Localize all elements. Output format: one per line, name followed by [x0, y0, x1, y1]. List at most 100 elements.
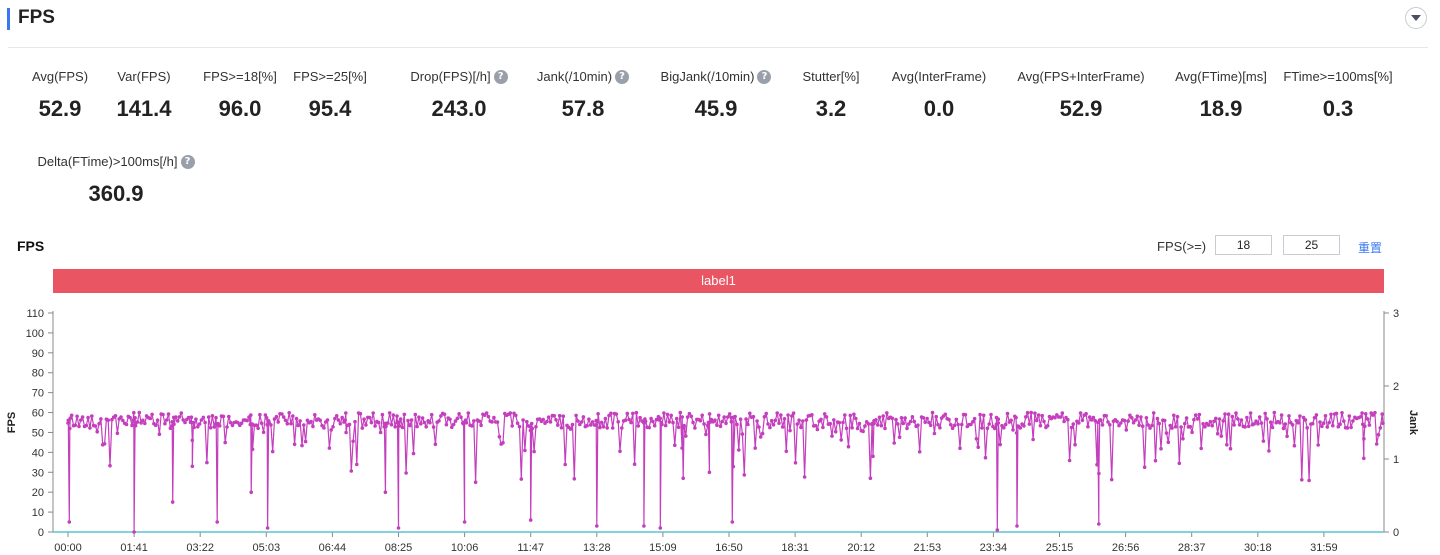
- fps-point: [665, 412, 670, 417]
- fps-point: [923, 420, 927, 424]
- fps-point: [1045, 424, 1050, 428]
- fps-point: [775, 411, 779, 415]
- fps-point: [141, 418, 145, 423]
- fps-point: [1131, 420, 1136, 425]
- fps-point: [1166, 440, 1171, 444]
- fps-point: [331, 425, 335, 429]
- metric-value: 360.9: [88, 181, 144, 206]
- metric-value: 243.0: [431, 96, 487, 121]
- fps-point: [75, 414, 79, 419]
- fps-point: [124, 422, 129, 427]
- fps-point: [397, 424, 402, 428]
- metric-2: FPS>=18[%] 96.0: [150, 68, 330, 122]
- metric-value: 0.0: [923, 96, 955, 121]
- x-tick-label: 06:44: [319, 542, 347, 554]
- metric-value: 96.0: [218, 96, 262, 121]
- fps-point: [302, 423, 306, 427]
- fps-point: [788, 428, 792, 433]
- y-tick-label: 80: [32, 368, 44, 380]
- fps-point: [928, 423, 933, 428]
- fps-point: [351, 439, 355, 444]
- fps-point: [256, 426, 260, 430]
- fps-point: [568, 427, 573, 431]
- fps-point: [795, 422, 800, 426]
- fps-point: [1199, 446, 1203, 451]
- fps-point: [128, 415, 132, 420]
- fps-point: [908, 419, 913, 424]
- fps-point: [119, 415, 123, 419]
- collapse-button[interactable]: [1405, 7, 1427, 29]
- fps-point: [1287, 414, 1291, 418]
- fps-point: [1212, 419, 1216, 424]
- fps-point: [313, 413, 317, 417]
- fps-point: [1371, 413, 1375, 417]
- fps-point: [960, 422, 964, 427]
- fps-point: [758, 435, 763, 439]
- fps-point: [885, 411, 889, 415]
- fps-point: [784, 449, 789, 454]
- fps-point: [839, 438, 843, 442]
- fps-point: [1005, 411, 1010, 416]
- fps-point: [1146, 423, 1150, 427]
- fps-point: [603, 416, 608, 421]
- metric-label: Stutter[%]: [802, 69, 859, 84]
- fps-point: [1071, 422, 1076, 426]
- fps-point: [133, 416, 137, 420]
- fps-point: [1128, 413, 1132, 418]
- fps-threshold-high-input[interactable]: [1283, 235, 1340, 255]
- fps-point: [1325, 425, 1330, 429]
- fps-point: [1170, 426, 1174, 430]
- help-icon[interactable]: ?: [757, 69, 772, 84]
- fps-threshold-low-input[interactable]: [1215, 235, 1272, 255]
- fps-point: [69, 413, 74, 418]
- fps-point: [254, 423, 259, 427]
- fps-point: [169, 424, 174, 429]
- fps-point: [1292, 443, 1297, 448]
- fps-point: [1336, 424, 1341, 429]
- fps-point: [174, 415, 178, 419]
- help-icon[interactable]: ?: [615, 69, 630, 84]
- fps-point: [605, 426, 609, 430]
- fps-point: [1031, 437, 1035, 442]
- fps-point: [614, 412, 619, 416]
- fps-point: [764, 411, 768, 416]
- fps-point: [258, 412, 262, 417]
- fps-point: [113, 414, 118, 418]
- fps-point: [411, 451, 416, 456]
- metric-label: Var(FPS): [117, 69, 170, 84]
- fps-point: [730, 520, 735, 524]
- fps-point: [548, 420, 553, 424]
- x-tick-label: 30:18: [1244, 542, 1272, 554]
- fps-point: [801, 419, 805, 423]
- metric-label-text: FPS>=25[%]: [293, 69, 367, 84]
- fps-point: [329, 428, 334, 432]
- fps-point: [1177, 461, 1182, 466]
- fps-point: [93, 424, 98, 428]
- fps-point: [1374, 442, 1379, 446]
- fps-point: [715, 423, 719, 427]
- help-icon[interactable]: ?: [180, 154, 195, 169]
- fps-point: [355, 462, 359, 467]
- fps-point: [79, 418, 83, 422]
- fps-point: [1270, 425, 1275, 430]
- fps-point: [883, 426, 887, 431]
- fps-point: [1208, 419, 1213, 424]
- fps-point: [596, 412, 600, 416]
- jank-tick-label: 2: [1393, 381, 1399, 393]
- fps-point: [1029, 410, 1033, 415]
- fps-point: [164, 418, 169, 422]
- help-icon[interactable]: ?: [493, 69, 508, 84]
- right-axis-title: Jank: [1407, 410, 1419, 436]
- fps-point: [1097, 522, 1101, 526]
- x-tick-label: 15:09: [649, 542, 677, 554]
- fps-point: [652, 423, 657, 428]
- fps-point: [276, 420, 281, 424]
- fps-point: [634, 410, 639, 415]
- fps-point: [1303, 418, 1308, 422]
- fps-point: [424, 425, 429, 429]
- x-tick-label: 00:00: [54, 542, 82, 554]
- reset-button[interactable]: 重置: [1358, 241, 1383, 255]
- fps-point: [707, 412, 712, 416]
- fps-point: [1215, 431, 1220, 436]
- fps-point: [934, 414, 938, 419]
